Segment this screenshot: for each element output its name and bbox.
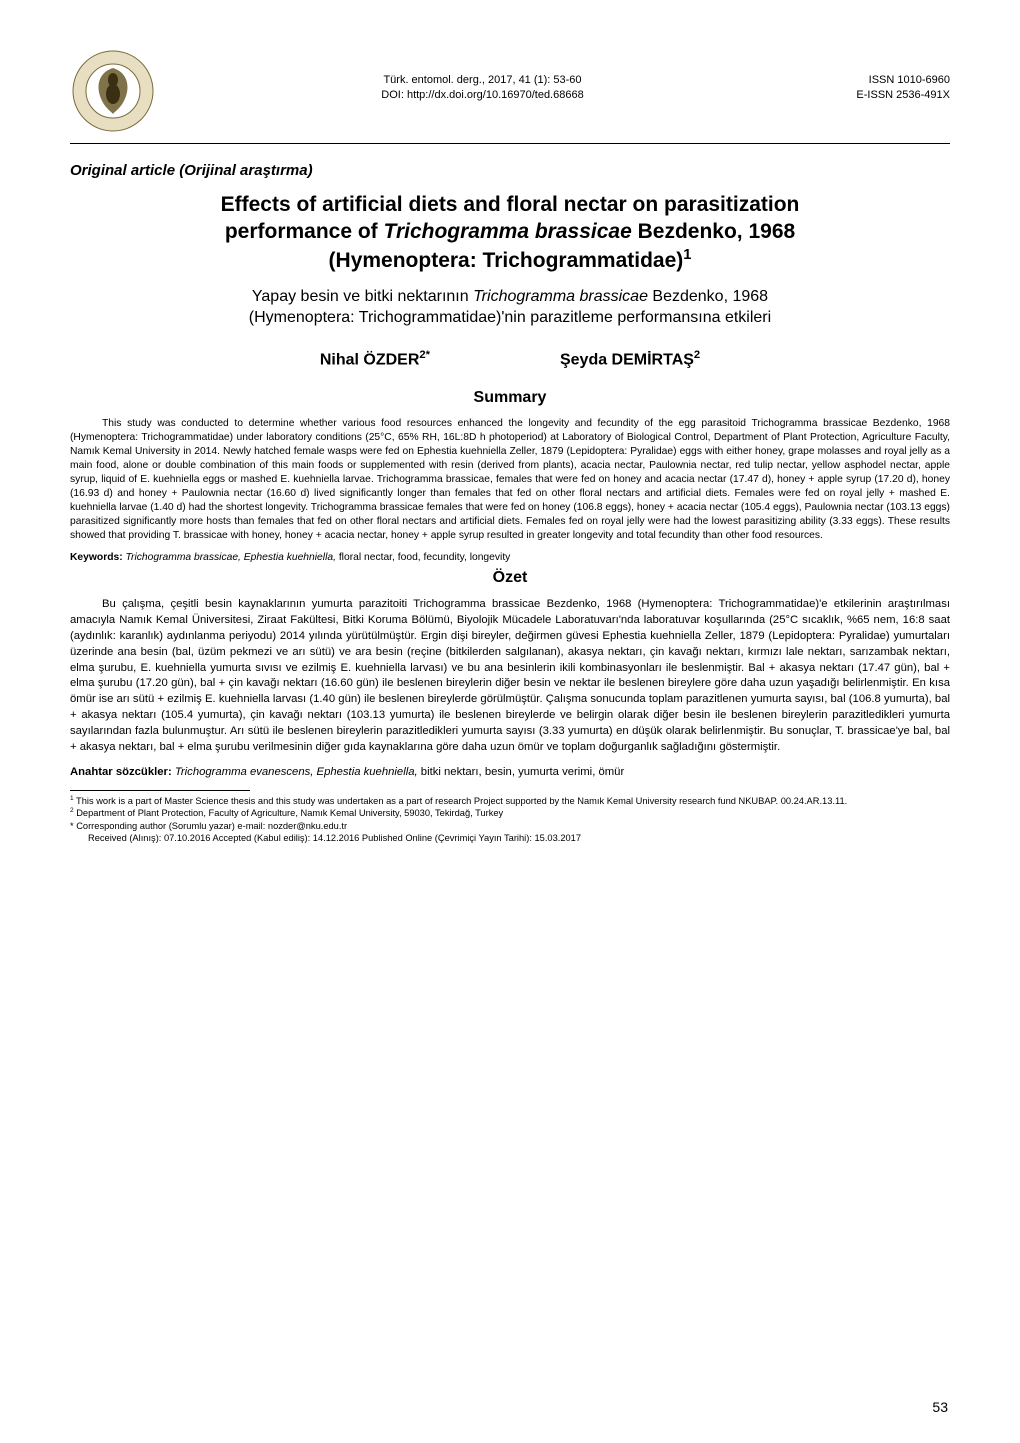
- header-row: Türk. entomol. derg., 2017, 41 (1): 53-6…: [70, 48, 950, 133]
- abstract-english: This study was conducted to determine wh…: [70, 417, 950, 542]
- journal-citation: Türk. entomol. derg., 2017, 41 (1): 53-6…: [381, 73, 583, 88]
- summary-heading: Summary: [70, 389, 950, 407]
- title-tr-line2: (Hymenoptera: Trichogrammatidae)'nin par…: [249, 309, 771, 326]
- keywords-english: Keywords: Trichogramma brassicae, Ephest…: [70, 552, 950, 563]
- ozet-heading: Özet: [70, 569, 950, 587]
- title-en-line2-pre: performance of: [225, 220, 384, 243]
- journal-doi: DOI: http://dx.doi.org/10.16970/ted.6866…: [381, 88, 583, 103]
- keywords-en-italic: Trichogramma brassicae, Ephestia kuehnie…: [126, 552, 339, 563]
- author-2-sup: 2: [694, 349, 700, 361]
- author-1: Nihal ÖZDER2*: [320, 349, 430, 369]
- keywords-tr-italic: Trichogramma evanescens, Ephestia kuehni…: [175, 766, 421, 778]
- title-tr-line1-post: Bezdenko, 1968: [648, 288, 768, 305]
- footnote-corresponding: * Corresponding author (Sorumlu yazar) e…: [70, 820, 950, 833]
- footnote-corresponding-text: Corresponding author (Sorumlu yazar) e-m…: [76, 821, 347, 831]
- issn-info: ISSN 1010-6960 E-ISSN 2536-491X: [810, 48, 950, 104]
- article-type-label: Original article (Orijinal araştırma): [70, 162, 950, 179]
- keywords-turkish: Anahtar sözcükler: Trichogramma evanesce…: [70, 766, 950, 778]
- footnote-dates: Received (Alınış): 07.10.2016 Accepted (…: [70, 832, 950, 845]
- keywords-tr-rest: bitki nektarı, besin, yumurta verimi, öm…: [421, 766, 624, 778]
- title-en-line2-italic: Trichogramma brassicae: [384, 220, 632, 243]
- author-2: Şeyda DEMİRTAŞ2: [560, 349, 700, 369]
- author-1-sup: 2*: [419, 349, 430, 361]
- keywords-en-rest: floral nectar, food, fecundity, longevit…: [339, 552, 511, 563]
- title-en-line1: Effects of artificial diets and floral n…: [221, 193, 800, 216]
- title-en-line3: (Hymenoptera: Trichogrammatidae): [329, 249, 684, 272]
- abstract-turkish: Bu çalışma, çeşitli besin kaynaklarının …: [70, 597, 950, 755]
- issn-print: ISSN 1010-6960: [810, 73, 950, 88]
- keywords-en-label: Keywords:: [70, 552, 126, 563]
- title-turkish: Yapay besin ve bitki nektarının Trichogr…: [70, 286, 950, 329]
- title-en-sup: 1: [683, 247, 691, 263]
- footnote-1-text: This work is a part of Master Science th…: [76, 796, 847, 806]
- footnote-2: 2 Department of Plant Protection, Facult…: [70, 807, 950, 820]
- title-en-line2-post: Bezdenko, 1968: [632, 220, 795, 243]
- header-divider: [70, 143, 950, 144]
- journal-info: Türk. entomol. derg., 2017, 41 (1): 53-6…: [381, 48, 583, 104]
- footnote-divider: [70, 790, 250, 791]
- keywords-tr-label: Anahtar sözcükler:: [70, 766, 175, 778]
- journal-logo: [70, 48, 155, 133]
- title-tr-line1-pre: Yapay besin ve bitki nektarının: [252, 288, 473, 305]
- authors-row: Nihal ÖZDER2* Şeyda DEMİRTAŞ2: [70, 349, 950, 369]
- title-tr-line1-italic: Trichogramma brassicae: [473, 288, 648, 305]
- title-english: Effects of artificial diets and floral n…: [70, 191, 950, 274]
- footnote-1: 1 This work is a part of Master Science …: [70, 795, 950, 808]
- footnote-2-text: Department of Plant Protection, Faculty …: [76, 808, 503, 818]
- author-2-name: Şeyda DEMİRTAŞ: [560, 351, 694, 368]
- author-1-name: Nihal ÖZDER: [320, 351, 420, 368]
- issn-online: E-ISSN 2536-491X: [810, 88, 950, 103]
- footnotes: 1 This work is a part of Master Science …: [70, 795, 950, 845]
- page-number: 53: [932, 1399, 948, 1415]
- logo-badge-icon: [72, 50, 154, 132]
